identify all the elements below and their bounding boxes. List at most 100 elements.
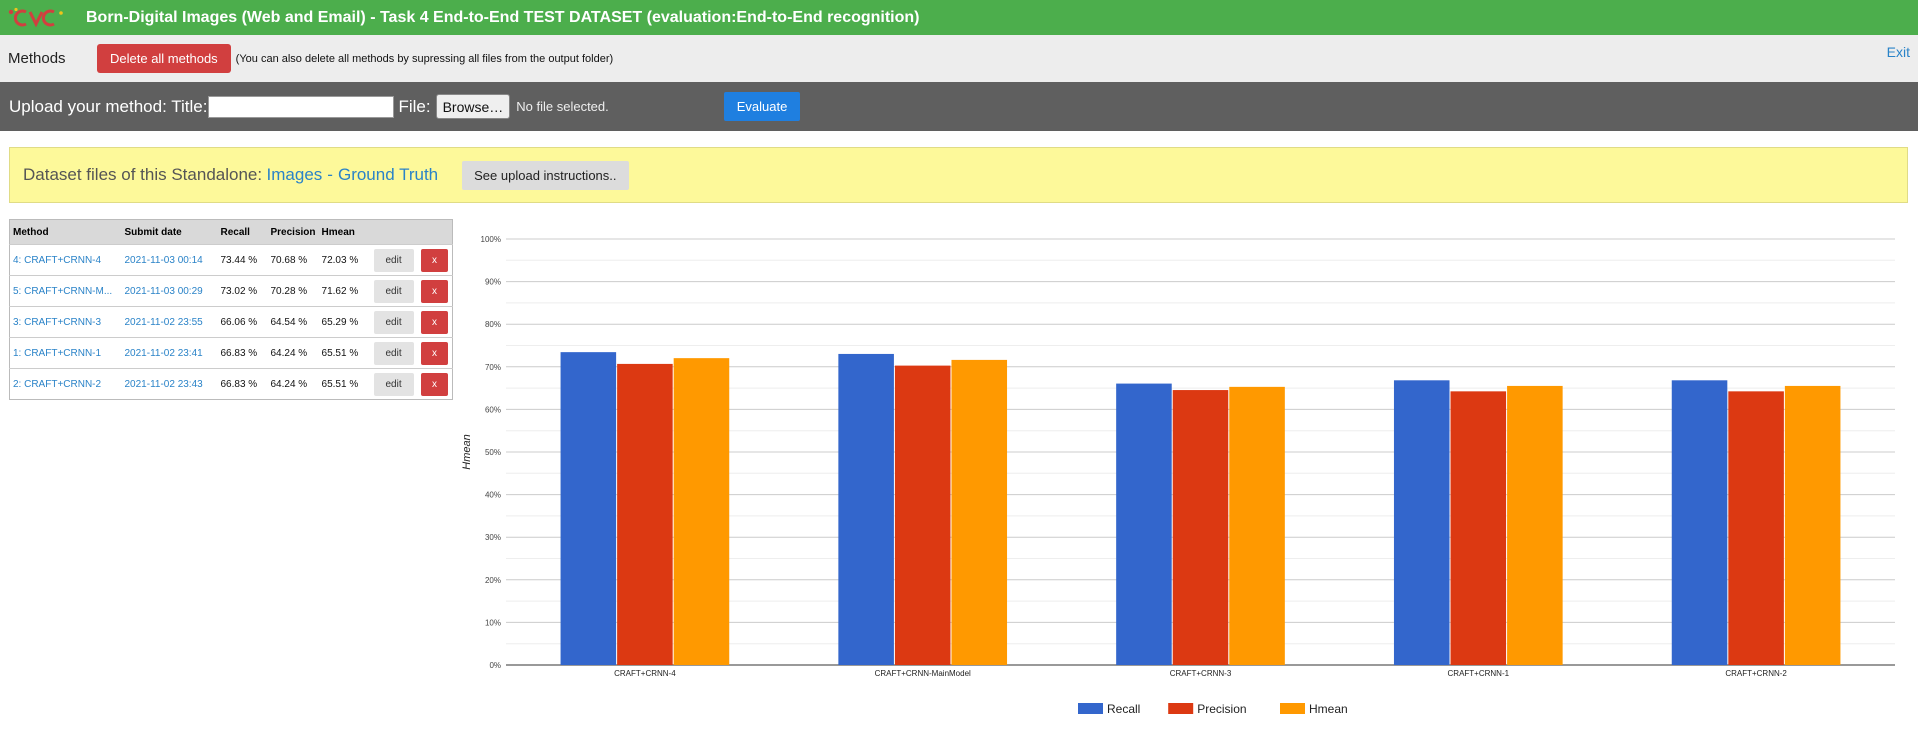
bar-recall-3 (1393, 380, 1450, 665)
edit-button[interactable]: edit (373, 310, 414, 334)
method-name-link[interactable]: 1: CRAFT+CRNN-1 (9, 337, 122, 369)
edit-button[interactable]: edit (373, 372, 414, 396)
bar-hmean-3 (1507, 385, 1563, 665)
recall-cell: 73.44 % (217, 244, 268, 276)
hmean-cell: 71.62 % (318, 275, 371, 307)
upload-instructions-button[interactable]: See upload instructions.. (462, 160, 629, 190)
hmean-cell: 72.03 % (318, 244, 371, 276)
upload-title-label: Upload your method: Title: (9, 96, 208, 116)
legend-label-hmean: Hmean (1309, 702, 1348, 716)
methods-bar: Methods Delete all methods (You can also… (0, 35, 1918, 82)
bar-precision-2 (1172, 390, 1229, 665)
submit-date-link[interactable]: 2021-11-02 23:43 (121, 368, 218, 400)
legend-swatch-recall (1078, 703, 1103, 714)
cvc-logo-icon (8, 7, 63, 27)
dataset-panel: Dataset files of this Standalone: Images… (9, 147, 1908, 203)
top-bar: Born-Digital Images (Web and Email) - Ta… (0, 0, 1918, 35)
bar-hmean-2 (1229, 386, 1285, 665)
column-header-hmean: Hmean (318, 219, 371, 245)
x-tick-label: CRAFT+CRNN-4 (614, 669, 676, 678)
legend-label-precision: Precision (1197, 702, 1246, 716)
delete-note: (You can also delete all methods by supr… (235, 52, 614, 65)
bar-precision-0 (617, 363, 673, 665)
table-row: 2: CRAFT+CRNN-2 2021-11-02 23:43 66.83 %… (9, 368, 453, 400)
table-row: 4: CRAFT+CRNN-4 2021-11-03 00:14 73.44 %… (9, 244, 453, 276)
hmean-cell: 65.29 % (318, 306, 371, 338)
x-tick-label: CRAFT+CRNN-1 (1448, 669, 1510, 678)
precision-cell: 64.24 % (267, 337, 319, 369)
upload-bar: Upload your method: Title: File: Browse…… (0, 82, 1918, 131)
recall-cell: 73.02 % (217, 275, 268, 307)
table-row: 3: CRAFT+CRNN-3 2021-11-02 23:55 66.06 %… (9, 306, 453, 338)
bar-recall-1 (838, 353, 894, 665)
y-tick-label: 50% (485, 448, 501, 457)
ground-truth-link[interactable]: Ground Truth (337, 165, 439, 184)
bar-hmean-1 (951, 359, 1008, 665)
column-header-submit-date: Submit date (121, 219, 218, 245)
submit-date-link[interactable]: 2021-11-02 23:55 (121, 306, 218, 338)
results-chart: 0% 10% 20% 30% 40% 50% 60% 70% 80% 90% 100% Hmean CR… (455, 215, 1915, 735)
exit-link[interactable]: Exit (1886, 44, 1910, 60)
edit-button[interactable]: edit (373, 248, 414, 272)
table-row: 5: CRAFT+CRNN-M... 2021-11-03 00:29 73.0… (9, 275, 453, 307)
delete-all-methods-button[interactable]: Delete all methods (97, 44, 231, 73)
bar-precision-1 (894, 365, 951, 665)
method-name-link[interactable]: 4: CRAFT+CRNN-4 (9, 244, 122, 276)
recall-cell: 66.83 % (217, 368, 268, 400)
y-tick-label: 0% (489, 661, 501, 670)
legend-swatch-hmean (1280, 703, 1305, 714)
dataset-label: Dataset files of this Standalone: (23, 165, 263, 184)
delete-method-button[interactable]: x (420, 248, 448, 272)
table-row: 1: CRAFT+CRNN-1 2021-11-02 23:41 66.83 %… (9, 337, 453, 369)
edit-button[interactable]: edit (373, 279, 414, 303)
delete-method-button[interactable]: x (420, 279, 448, 303)
method-name-link[interactable]: 2: CRAFT+CRNN-2 (9, 368, 122, 400)
y-tick-label: 10% (485, 618, 501, 627)
table-header-row: Method Submit date Recall Precision Hmea… (9, 219, 453, 245)
x-tick-label: CRAFT+CRNN-MainModel (875, 669, 971, 678)
y-tick-label: 90% (485, 278, 501, 287)
method-title-input[interactable] (208, 95, 395, 118)
evaluate-button[interactable]: Evaluate (723, 92, 801, 121)
file-label: File: (398, 96, 431, 116)
y-tick-label: 70% (485, 363, 501, 372)
hmean-cell: 65.51 % (318, 368, 371, 400)
column-header-precision: Precision (267, 219, 319, 245)
x-tick-label: CRAFT+CRNN-2 (1725, 669, 1787, 678)
bar-precision-3 (1450, 391, 1507, 665)
precision-cell: 70.28 % (267, 275, 319, 307)
bar-precision-4 (1728, 391, 1784, 665)
y-tick-label: 100% (481, 235, 501, 244)
submit-date-link[interactable]: 2021-11-03 00:14 (121, 244, 218, 276)
edit-button[interactable]: edit (373, 341, 414, 365)
browse-button[interactable]: Browse… (435, 94, 511, 119)
bar-recall-0 (560, 352, 617, 665)
delete-method-button[interactable]: x (420, 341, 448, 365)
delete-method-button[interactable]: x (420, 310, 448, 334)
images-link[interactable]: Images (266, 165, 323, 184)
column-header-method: Method (9, 219, 122, 245)
y-tick-label: 80% (485, 320, 501, 329)
bar-recall-2 (1116, 383, 1172, 665)
precision-cell: 70.68 % (267, 244, 319, 276)
column-header-actions (370, 219, 418, 245)
submit-date-link[interactable]: 2021-11-03 00:29 (121, 275, 218, 307)
y-tick-label: 30% (485, 533, 501, 542)
y-tick-label: 40% (485, 491, 501, 500)
column-header-delete (417, 219, 453, 245)
bar-recall-4 (1671, 380, 1728, 665)
hmean-cell: 65.51 % (318, 337, 371, 369)
bar-chart-svg: 0% 10% 20% 30% 40% 50% 60% 70% 80% 90% 100% Hmean CR… (461, 235, 1895, 716)
bar-hmean-4 (1784, 385, 1841, 665)
y-tick-label: 20% (485, 576, 501, 585)
submit-date-link[interactable]: 2021-11-02 23:41 (121, 337, 218, 369)
delete-method-button[interactable]: x (420, 372, 448, 396)
methods-table: Method Submit date Recall Precision Hmea… (9, 219, 453, 400)
methods-label: Methods (8, 50, 66, 67)
bar-hmean-0 (673, 358, 730, 665)
method-name-link[interactable]: 3: CRAFT+CRNN-3 (9, 306, 122, 338)
legend-label-recall: Recall (1107, 702, 1140, 716)
x-tick-label: CRAFT+CRNN-3 (1170, 669, 1232, 678)
method-name-link[interactable]: 5: CRAFT+CRNN-M... (9, 275, 122, 307)
precision-cell: 64.54 % (267, 306, 319, 338)
